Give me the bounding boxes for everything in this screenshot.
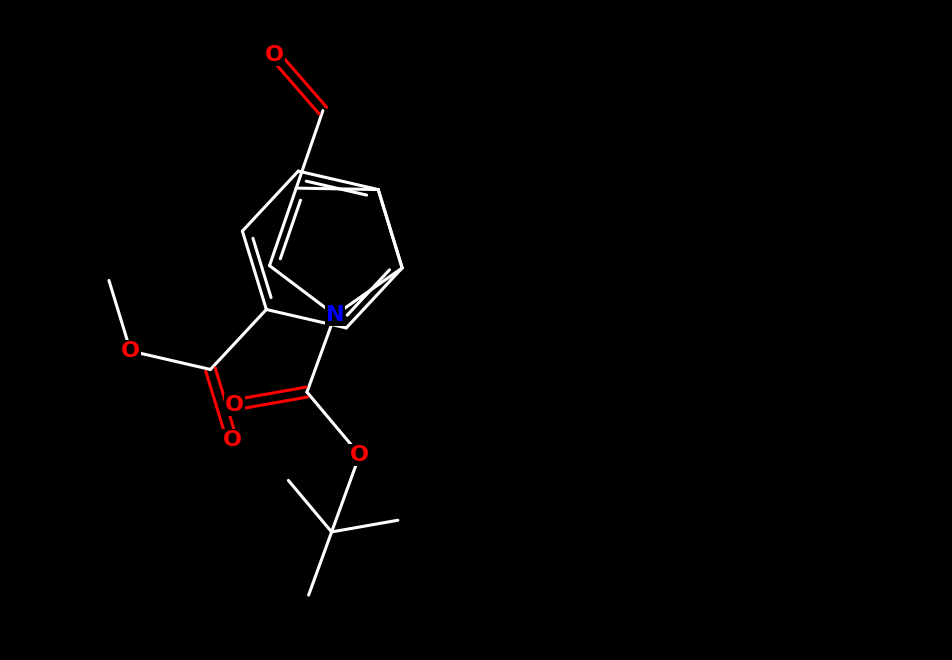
- Text: O: O: [121, 341, 140, 361]
- Text: O: O: [223, 430, 242, 450]
- Text: O: O: [350, 445, 369, 465]
- Text: O: O: [265, 45, 284, 65]
- Text: N: N: [326, 305, 345, 325]
- Text: O: O: [225, 395, 244, 415]
